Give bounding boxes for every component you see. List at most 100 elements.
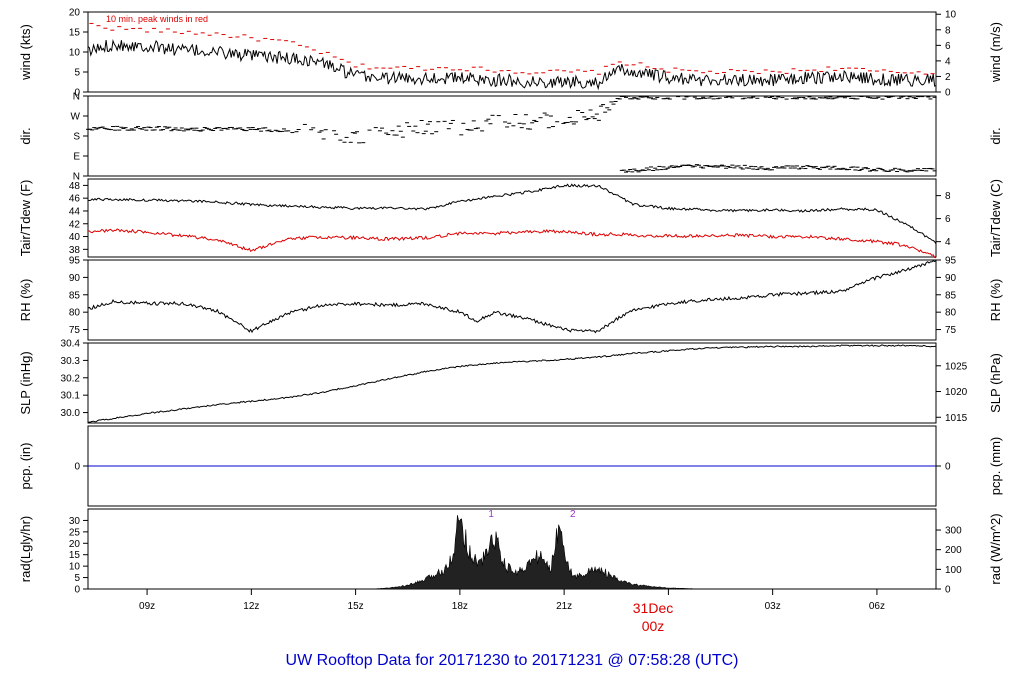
- y-tick-label: W: [71, 112, 81, 123]
- panel-frame: [87, 178, 937, 258]
- y-tick-label-right: 6: [945, 214, 951, 225]
- y-tick-label-right: 0: [945, 462, 951, 473]
- radiation-marker-1: 1: [488, 509, 494, 520]
- panel-frame: [87, 259, 937, 341]
- y-axis-label-right: pcp. (mm): [988, 437, 1003, 496]
- y-tick-label-right: 8: [945, 191, 951, 202]
- y-tick-label: 38: [69, 245, 81, 256]
- y-tick-label: N: [73, 92, 80, 103]
- y-axis-label: Tair/Tdew (F): [18, 180, 33, 257]
- y-axis-label-right: rad (W/m^2): [988, 513, 1003, 584]
- y-tick-label: 5: [74, 68, 80, 79]
- x-tick-label: 06z: [869, 601, 885, 612]
- series-line-1: [88, 228, 937, 259]
- radiation-marker-2: 2: [570, 509, 576, 520]
- y-axis-label-right: Tair/Tdew (C): [988, 179, 1003, 257]
- y-tick-label: 85: [69, 290, 81, 301]
- panel-frame: [87, 342, 937, 424]
- y-tick-label-right: 75: [945, 325, 957, 336]
- y-axis-label: SLP (inHg): [18, 351, 33, 414]
- panel-3: 75 80 85 90 95 75 80 85 90 95 RH (%) RH (%): [18, 256, 1003, 341]
- x-tick-label: 12z: [243, 601, 259, 612]
- y-tick-label: 30.0: [61, 408, 81, 419]
- y-tick-label: S: [73, 132, 80, 143]
- figure-title: UW Rooftop Data for 20171230 to 20171231…: [286, 652, 739, 669]
- y-tick-label: 42: [69, 219, 81, 230]
- y-tick-label-right: 2: [945, 72, 951, 83]
- y-axis-label-right: wind (m/s): [988, 22, 1003, 83]
- y-tick-label-right: 100: [945, 565, 962, 576]
- y-tick-label: 15: [69, 28, 81, 39]
- y-tick-label: 90: [69, 273, 81, 284]
- y-tick-label: 15: [69, 550, 81, 561]
- date-hour-label: 00z: [642, 618, 665, 634]
- x-tick-label: 21z: [556, 601, 572, 612]
- y-tick-label-right: 300: [945, 526, 962, 537]
- peak-wind-annotation: 10 min. peak winds in red: [106, 14, 208, 24]
- date-label: 31Dec: [633, 600, 673, 616]
- series-line-0: [87, 344, 937, 423]
- series-line-0: [87, 260, 937, 334]
- y-tick-label-right: 10: [945, 10, 957, 21]
- y-tick-label-right: 1025: [945, 361, 968, 372]
- y-tick-label-right: 8: [945, 25, 951, 36]
- y-tick-label: 10: [69, 562, 81, 573]
- y-axis-label: wind (kts): [18, 24, 33, 81]
- y-tick-label: E: [73, 152, 80, 163]
- y-tick-label: 75: [69, 325, 81, 336]
- y-tick-label: 25: [69, 527, 81, 538]
- y-tick-label: 95: [69, 256, 81, 267]
- y-tick-label-right: 85: [945, 290, 957, 301]
- y-tick-label-right: 6: [945, 41, 951, 52]
- x-tick-label: 15z: [348, 601, 364, 612]
- x-tick-label: 18z: [452, 601, 468, 612]
- x-tick-label: 09z: [139, 601, 155, 612]
- y-tick-label: 30.1: [61, 391, 81, 402]
- y-tick-label-right: 90: [945, 273, 957, 284]
- y-tick-label: 0: [74, 88, 80, 99]
- y-tick-label: 20: [69, 539, 81, 550]
- panel-frame: [87, 95, 937, 177]
- y-tick-label: 10: [69, 48, 81, 59]
- y-axis-label-right: dir.: [988, 127, 1003, 144]
- y-tick-label: 0: [74, 462, 80, 473]
- panel-0: 0 5 10 15 20 0 2 4 6 8 10 wind (kts) wind (m/s) 10 mi…: [18, 8, 1003, 99]
- y-axis-label-right: SLP (hPa): [988, 353, 1003, 413]
- y-tick-label-right: 200: [945, 545, 962, 556]
- y-tick-label-right: 1015: [945, 413, 968, 424]
- y-axis-label-right: RH (%): [988, 279, 1003, 322]
- y-tick-label-right: 80: [945, 308, 957, 319]
- y-axis-label: dir.: [18, 127, 33, 144]
- y-tick-label: 46: [69, 194, 81, 205]
- y-tick-label-right: 4: [945, 56, 951, 67]
- y-tick-label: 40: [69, 232, 81, 243]
- y-tick-label-right: 0: [945, 585, 951, 596]
- y-axis-label: pcp. (in): [18, 443, 33, 490]
- y-tick-label: 30.4: [61, 339, 81, 350]
- y-tick-label-right: 0: [945, 88, 951, 99]
- y-tick-label-right: 4: [945, 237, 951, 248]
- y-tick-label: 30.3: [61, 356, 81, 367]
- y-tick-label: 0: [74, 585, 80, 596]
- y-tick-label: 48: [69, 181, 81, 192]
- y-tick-label-right: 1020: [945, 387, 968, 398]
- y-tick-label: 80: [69, 308, 81, 319]
- panel-5: 0 0 pcp. (in) pcp. (mm): [18, 425, 1003, 507]
- radiation-area: [372, 515, 704, 590]
- y-tick-label: 5: [74, 573, 80, 584]
- y-tick-label: 20: [69, 8, 81, 19]
- series-line-0: [87, 183, 937, 245]
- y-axis-label: rad(Lgly/hr): [18, 516, 33, 582]
- y-axis-label: RH (%): [18, 279, 33, 322]
- y-tick-label: N: [73, 172, 80, 183]
- x-tick-label: 03z: [765, 601, 781, 612]
- y-tick-label-right: 95: [945, 256, 957, 267]
- time-axis: 09z 12z 15z 18z 21z 03z 06z: [139, 589, 885, 612]
- series-line-0: [87, 38, 937, 91]
- y-tick-label: 30.2: [61, 373, 81, 384]
